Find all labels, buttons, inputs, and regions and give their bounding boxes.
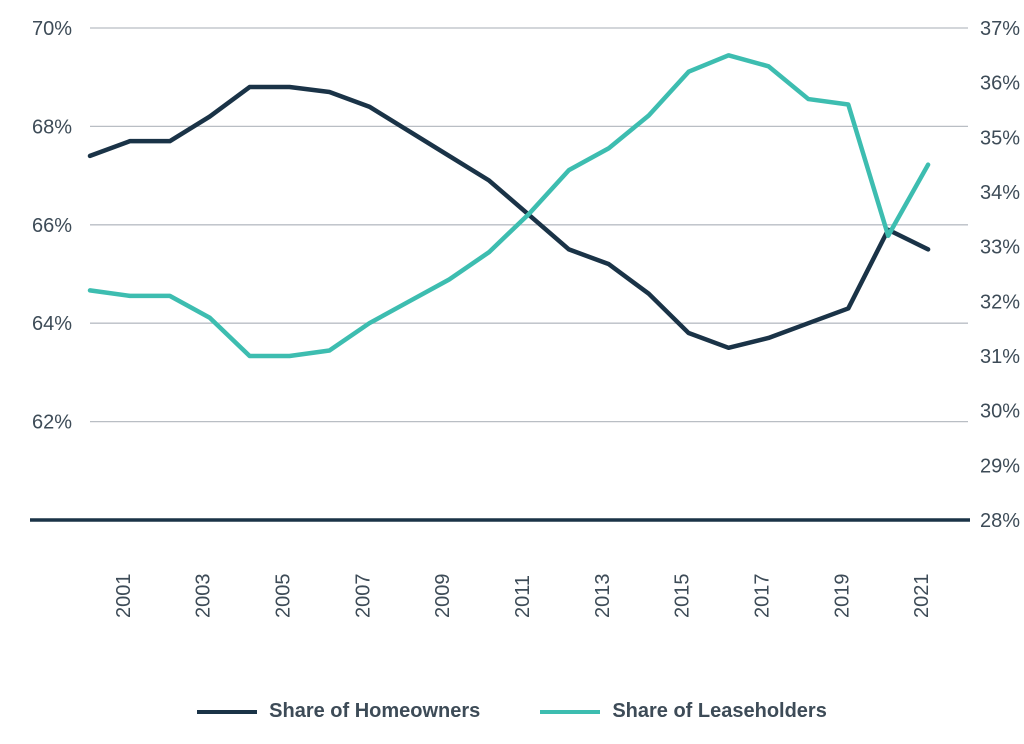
y-right-tick-label: 36%	[980, 73, 1020, 95]
x-tick-label: 2017	[751, 574, 773, 619]
y-right-tick-label: 31%	[980, 346, 1020, 368]
y-right-tick-label: 37%	[980, 18, 1020, 40]
y-left-tick-label: 68%	[32, 116, 72, 138]
y-right-tick-label: 33%	[980, 237, 1020, 259]
legend-item: Share of Leaseholders	[540, 700, 827, 723]
x-tick-label: 2005	[273, 574, 295, 619]
y-left-tick-label: 70%	[32, 18, 72, 40]
y-left-tick-label: 62%	[32, 412, 72, 434]
legend-label: Share of Leaseholders	[612, 700, 827, 723]
x-tick-label: 2007	[352, 574, 374, 619]
y-right-tick-label: 30%	[980, 401, 1020, 423]
y-left-tick-label: 64%	[32, 313, 72, 335]
y-right-tick-label: 29%	[980, 455, 1020, 477]
y-right-tick-label: 35%	[980, 127, 1020, 149]
chart-legend: Share of Homeowners Share of Leaseholders	[0, 700, 1024, 723]
chart-container: 62% 64% 66% 68% 70% 28% 29% 30% 31% 32% 33% 34% 35% 3…	[0, 0, 1024, 744]
legend-swatch	[197, 710, 257, 714]
x-tick-label: 2009	[432, 574, 454, 619]
x-tick-label: 2015	[672, 574, 694, 619]
x-tick-label: 2019	[831, 574, 853, 619]
y-right-tick-label: 32%	[980, 291, 1020, 313]
line-chart: 62% 64% 66% 68% 70% 28% 29% 30% 31% 32% 33% 34% 35% 3…	[0, 0, 1024, 744]
legend-item: Share of Homeowners	[197, 700, 480, 723]
chart-background	[0, 0, 1024, 744]
legend-label: Share of Homeowners	[269, 700, 480, 723]
y-right-tick-label: 28%	[980, 510, 1020, 532]
y-left-tick-label: 66%	[32, 215, 72, 237]
x-tick-label: 2011	[512, 575, 534, 618]
x-tick-label: 2003	[193, 574, 215, 619]
y-right-tick-label: 34%	[980, 182, 1020, 204]
legend-swatch	[540, 710, 600, 714]
x-tick-label: 2021	[911, 574, 933, 619]
x-tick-label: 2013	[592, 574, 614, 619]
x-tick-label: 2001	[113, 574, 135, 619]
